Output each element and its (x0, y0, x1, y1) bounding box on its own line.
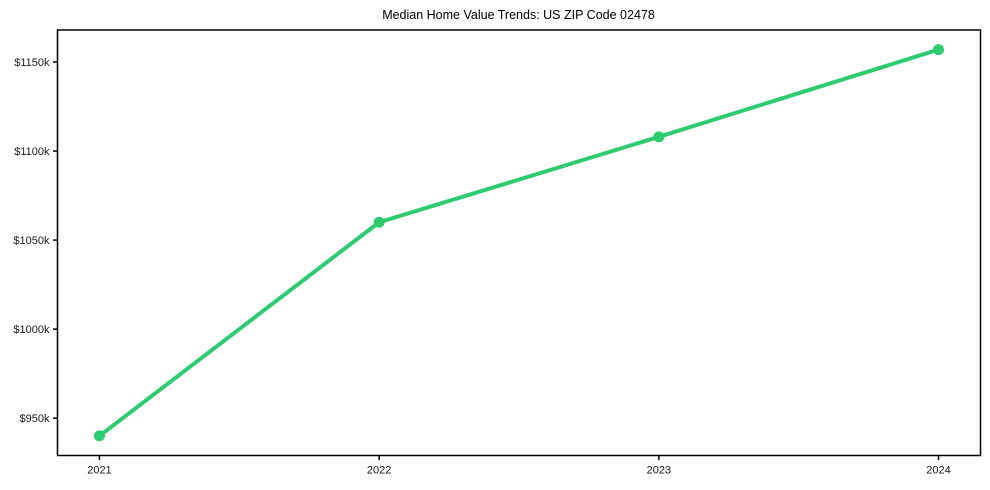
y-axis-tick-label: $1000k (13, 324, 50, 336)
y-axis-tick-label: $1100k (14, 146, 50, 158)
trend-line (97, 47, 941, 438)
data-point (653, 131, 665, 143)
data-point (373, 216, 385, 228)
x-axis-tick-label: 2021 (87, 465, 111, 477)
plot-border (56, 29, 982, 457)
chart-title: Median Home Value Trends: US ZIP Code 02… (382, 8, 655, 22)
data-point (93, 430, 105, 442)
y-axis-tick-label: $1150k (14, 57, 50, 69)
y-axis-tick-label: $1050k (13, 235, 50, 247)
x-axis-tick-label: 2023 (647, 465, 671, 477)
x-axis-tick-label: 2024 (926, 465, 950, 477)
y-axis-tick-label: $950k (20, 413, 50, 425)
x-axis-tick-label: 2022 (367, 465, 391, 477)
data-point (933, 44, 945, 56)
